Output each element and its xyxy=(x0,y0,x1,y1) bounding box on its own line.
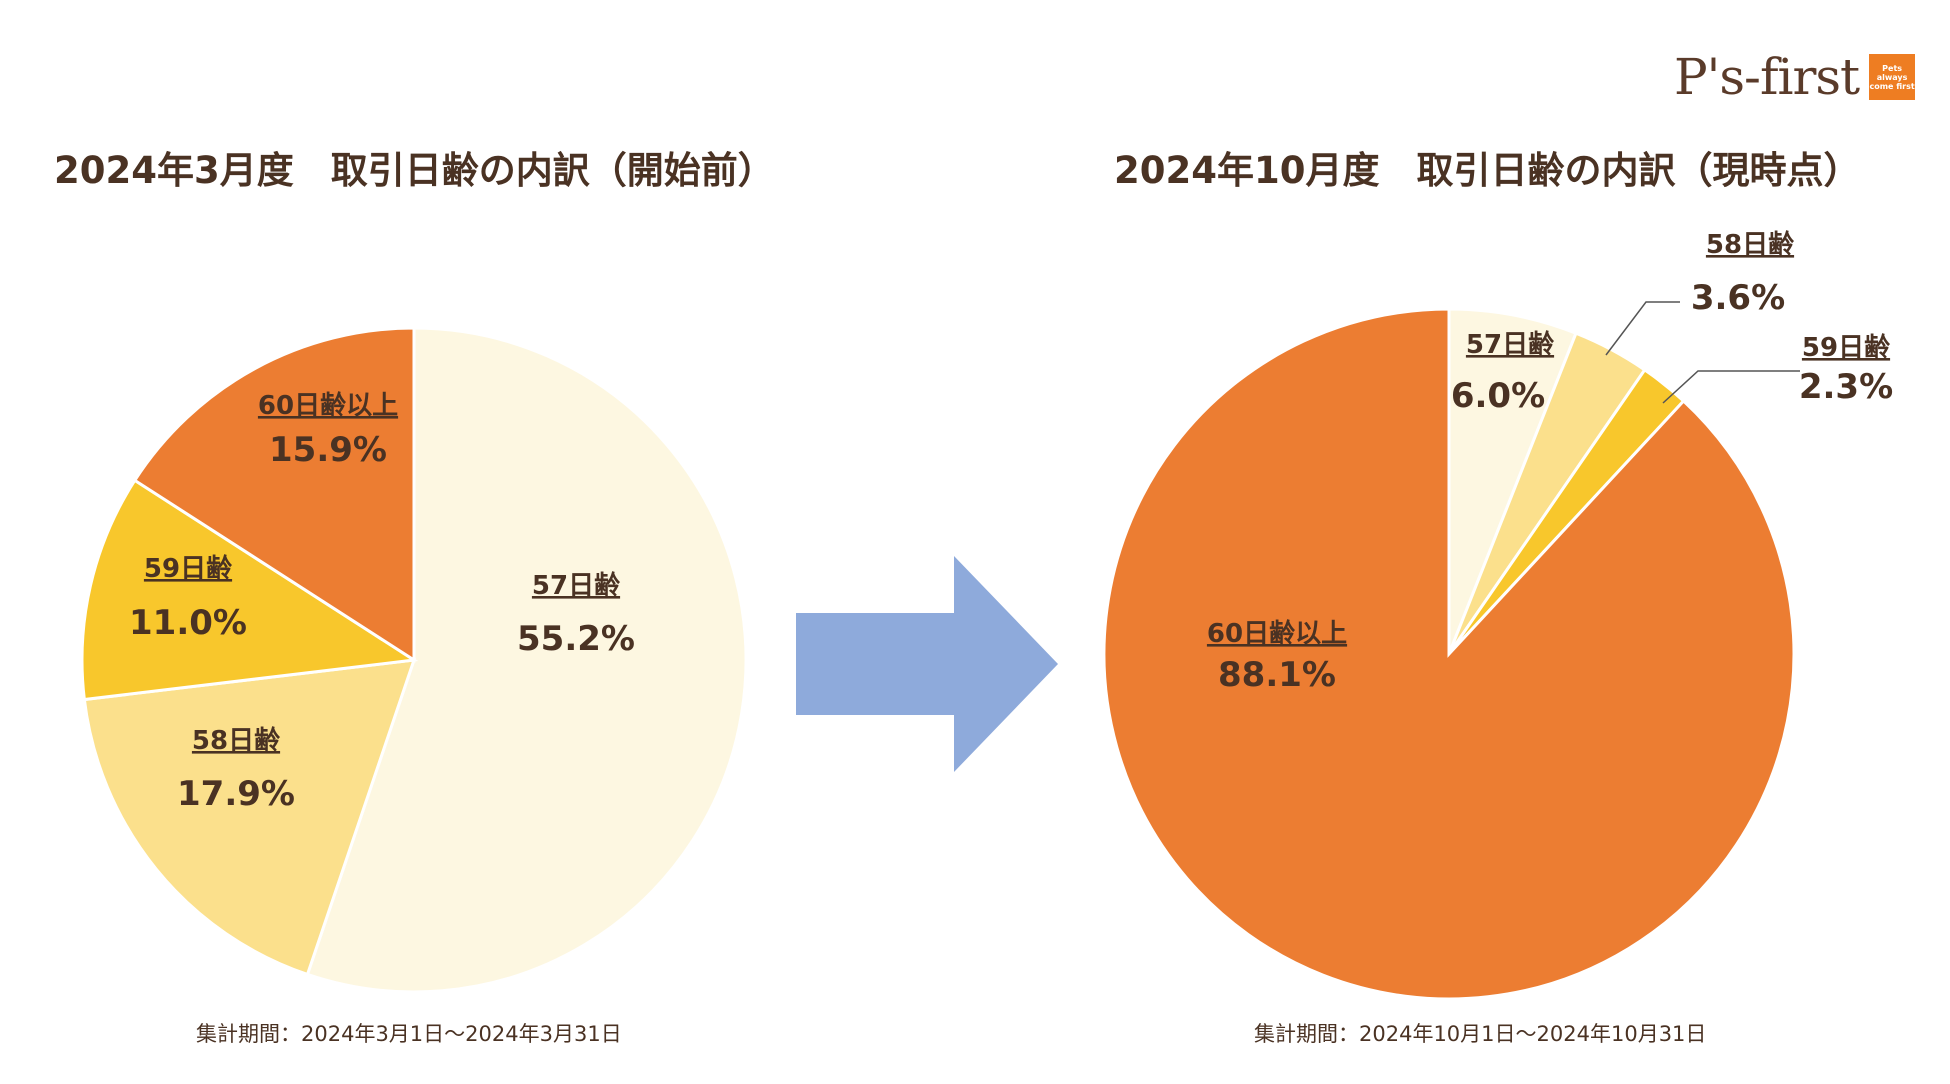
slice-label: 60日齢以上 xyxy=(1207,618,1347,649)
pie-slice xyxy=(132,326,416,663)
slice-label: 59日齢 xyxy=(144,553,233,584)
pie-slice xyxy=(80,478,419,702)
slice-label: 57日齢 xyxy=(1466,329,1555,360)
right-arrow-icon xyxy=(796,556,1058,772)
slice-percent: 2.3% xyxy=(1799,367,1893,407)
leader-line xyxy=(1662,370,1800,404)
slice-label: 58日齢 xyxy=(1706,229,1795,260)
pie-slice xyxy=(1447,307,1578,655)
logo-text: P's-first xyxy=(1674,48,1860,106)
pie-slice xyxy=(1102,307,1796,1001)
period-march: 集計期間：2024年3月1日〜2024年3月31日 xyxy=(196,1022,622,1046)
slice-label: 59日齢 xyxy=(1802,332,1891,363)
period-october: 集計期間：2024年10月1日〜2024年10月31日 xyxy=(1254,1022,1707,1046)
leader-line xyxy=(1605,301,1680,356)
slice-percent: 6.0% xyxy=(1451,376,1545,416)
logo-tagline-badge: Pets always come first xyxy=(1869,54,1916,100)
pie-slice xyxy=(305,326,748,994)
brand-logo: P's-first Pets always come first xyxy=(1674,48,1916,106)
chart-title-march: 2024年3月度 取引日齢の内訳（開始前） xyxy=(54,149,775,192)
pie-slice xyxy=(82,658,417,977)
slice-label: 57日齢 xyxy=(532,570,621,601)
chart-title-october: 2024年10月度 取引日齢の内訳（現時点） xyxy=(1114,149,1861,192)
slice-percent: 15.9% xyxy=(269,430,387,470)
slice-percent: 3.6% xyxy=(1691,278,1785,318)
slice-percent: 55.2% xyxy=(517,619,635,659)
slice-label: 60日齢以上 xyxy=(258,390,398,421)
slice-percent: 11.0% xyxy=(129,603,247,643)
slice-percent: 17.9% xyxy=(177,774,295,814)
slice-percent: 88.1% xyxy=(1218,655,1336,695)
slice-label: 58日齢 xyxy=(192,725,281,756)
